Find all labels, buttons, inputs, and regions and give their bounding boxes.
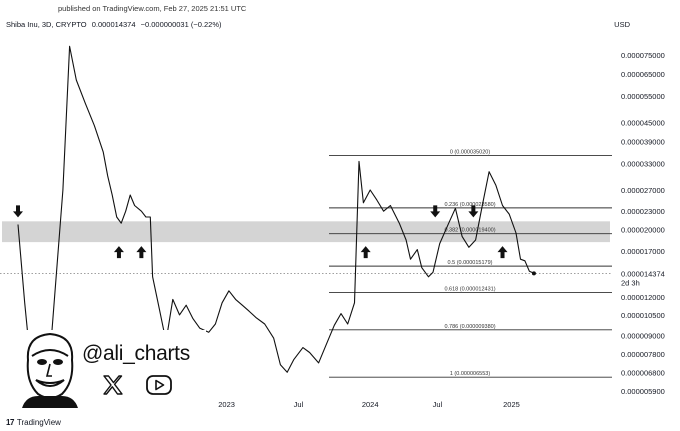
arrow-up-icon [113, 246, 124, 259]
symbol-legend: Shiba Inu, 3D, CRYPTO 0.000014374 −0.000… [6, 20, 225, 29]
y-tick-label: 0.000006800 [621, 368, 665, 377]
fib-label: 1 (0.000006553) [450, 371, 491, 377]
y-tick-label: 0.000065000 [621, 70, 665, 79]
face-avatar-icon [22, 332, 78, 408]
arrow-up-icon [360, 246, 371, 259]
y-tick-label: 0.000007800 [621, 350, 665, 359]
y-tick-label: 0.000045000 [621, 118, 665, 127]
x-tick-label: Jul [433, 400, 443, 409]
x-tick-label: 2023 [218, 400, 235, 409]
x-logo-icon[interactable] [102, 374, 124, 396]
x-tick-label: Jul [294, 400, 304, 409]
support-zone [2, 221, 610, 243]
fib-label: 0.786 (0.000009380) [444, 324, 495, 330]
fib-label: 0.5 (0.000015179) [448, 260, 493, 266]
arrow-down-icon [430, 205, 441, 218]
youtube-play-icon[interactable] [146, 375, 172, 395]
y-tick-label: 0.000023000 [621, 207, 665, 216]
y-tick-label: 0.000020000 [621, 226, 665, 235]
tradingview-footer: 17 TradingView [6, 418, 61, 427]
tradingview-logo-icon: 17 [6, 418, 14, 427]
branding-overlay: @ali_charts [16, 330, 206, 408]
y-tick-label: 0.000017000 [621, 247, 665, 256]
arrow-down-icon [13, 205, 23, 218]
y-tick-label: 0.000005900 [621, 387, 665, 396]
currency-label: USD [614, 20, 630, 29]
x-tick-label: 2025 [503, 400, 520, 409]
fib-label: 0.618 (0.000012431) [444, 287, 495, 293]
last-price-dot [531, 271, 536, 276]
tradingview-brand: TradingView [16, 418, 61, 427]
fib-label: 0.236 (0.000023580) [444, 202, 495, 208]
y-tick-label: 0.000009000 [621, 331, 665, 340]
y-tick-label: 0.000039000 [621, 137, 665, 146]
fib-label: 0 (0.000035020) [450, 150, 491, 156]
legend-price: 0.000014374 [91, 20, 136, 29]
y-tick-label: 0.000033000 [621, 159, 665, 168]
fib-label: 0.382 (0.000019400) [444, 228, 495, 234]
y-tick-label: 0.000055000 [621, 92, 665, 101]
author-handle: @ali_charts [82, 342, 190, 365]
y-tick-label: 0.000075000 [621, 51, 665, 60]
symbol-name: Shiba Inu, 3D, CRYPTO [6, 20, 87, 29]
price-series-line [17, 45, 535, 386]
arrow-down-icon [468, 205, 479, 218]
current-price-box [614, 268, 666, 287]
y-tick-label: 0.000012000 [621, 293, 665, 302]
legend-change: −0.000000031 (−0.22%) [140, 20, 222, 29]
arrow-up-icon [136, 246, 147, 259]
current-price-label: 0.000014374 [621, 269, 665, 278]
published-note: published on TradingView.com, Feb 27, 20… [58, 4, 247, 13]
x-tick-label: 2024 [362, 400, 379, 409]
arrow-up-icon [497, 246, 508, 259]
y-tick-label: 0.000027000 [621, 186, 665, 195]
countdown-label: 2d 3h [621, 278, 640, 287]
y-tick-label: 0.000010500 [621, 311, 665, 320]
